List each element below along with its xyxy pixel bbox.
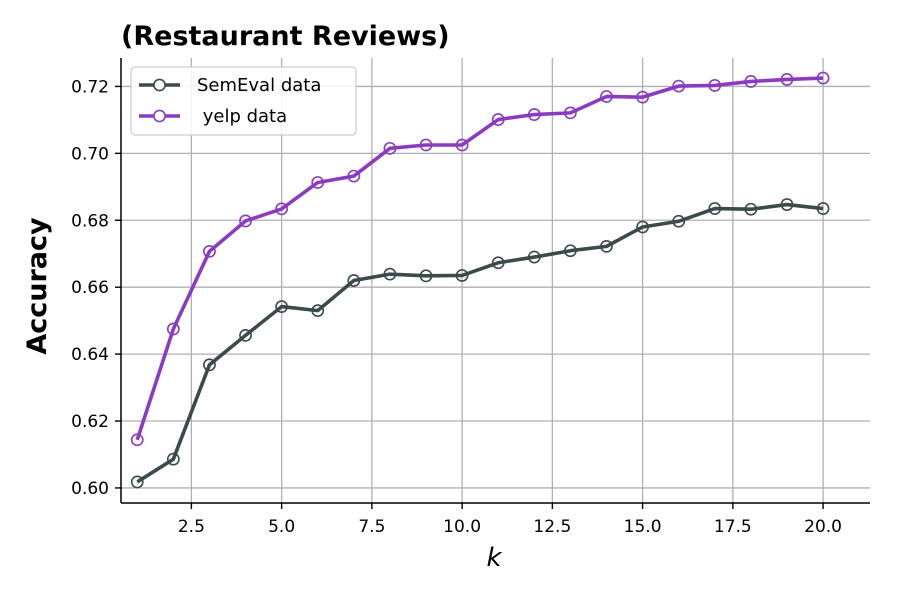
data-point [491, 256, 505, 270]
y-tick-label: 0.60 [71, 479, 109, 499]
data-point [311, 176, 325, 189]
series-lines [130, 71, 830, 489]
grid-lines [121, 58, 870, 503]
data-point [383, 267, 397, 281]
y-tick-label: 0.72 [71, 77, 109, 97]
x-tick-label: 12.5 [533, 517, 571, 537]
data-point [636, 90, 649, 104]
data-point [672, 79, 686, 93]
x-tick-label: 5.0 [268, 517, 295, 537]
data-point [419, 138, 433, 152]
data-point [564, 244, 577, 258]
axes [120, 58, 870, 504]
data-point [780, 73, 794, 86]
data-point [347, 169, 361, 183]
data-point [275, 202, 289, 216]
x-tick-label: 15.0 [624, 517, 662, 537]
data-point [166, 452, 180, 466]
y-tick-label: 0.62 [71, 412, 109, 432]
legend-marker [153, 109, 166, 123]
legend-label: SemEval data [197, 75, 321, 96]
data-point [455, 269, 469, 282]
data-point [311, 304, 325, 318]
y-tick-label: 0.64 [71, 345, 109, 365]
data-point [816, 71, 830, 85]
x-tick-label: 7.5 [358, 517, 385, 537]
data-point [455, 138, 469, 152]
tick-labels: 2.5 5.0 7.5 10.0 12.5 15.0 17.5 20.0 0.60 0.62 0.6… [71, 77, 842, 537]
legend-box [130, 66, 357, 136]
chart-title: (Restaurant Reviews) [121, 21, 450, 52]
series-1 [130, 71, 830, 447]
series-line [136, 202, 824, 484]
data-point [166, 322, 180, 336]
data-point [744, 202, 758, 216]
data-point [527, 250, 541, 264]
data-point [672, 214, 686, 228]
x-tick-label: 10.0 [443, 517, 481, 537]
data-point [744, 75, 758, 88]
data-point [203, 358, 216, 372]
data-point [816, 202, 830, 215]
data-point [419, 269, 433, 283]
data-point [600, 239, 613, 253]
data-point [491, 113, 505, 126]
data-point [275, 300, 289, 313]
data-point [564, 106, 577, 120]
data-point [708, 202, 722, 215]
x-axis-label: k [486, 543, 502, 573]
legend-marker [153, 78, 166, 92]
data-point [636, 220, 649, 234]
data-point [203, 244, 216, 258]
data-point [600, 90, 613, 103]
data-point [383, 141, 397, 155]
data-point [708, 79, 722, 92]
y-tick-label: 0.70 [71, 144, 109, 164]
y-tick-label: 0.68 [71, 211, 109, 231]
data-point [239, 328, 252, 342]
y-axis-label: Accuracy [22, 217, 53, 355]
x-tick-label: 20.0 [804, 517, 842, 537]
legend: SemEval data yelp data [130, 66, 357, 136]
data-point [347, 274, 361, 287]
data-point [130, 433, 144, 447]
x-tick-label: 17.5 [714, 517, 752, 537]
series-0 [130, 198, 830, 489]
data-point [780, 198, 794, 211]
data-point [130, 475, 144, 489]
data-point [527, 108, 541, 121]
y-tick-label: 0.66 [71, 278, 109, 298]
legend-label: yelp data [197, 106, 287, 127]
data-point [239, 214, 252, 228]
x-tick-label: 2.5 [178, 517, 205, 537]
